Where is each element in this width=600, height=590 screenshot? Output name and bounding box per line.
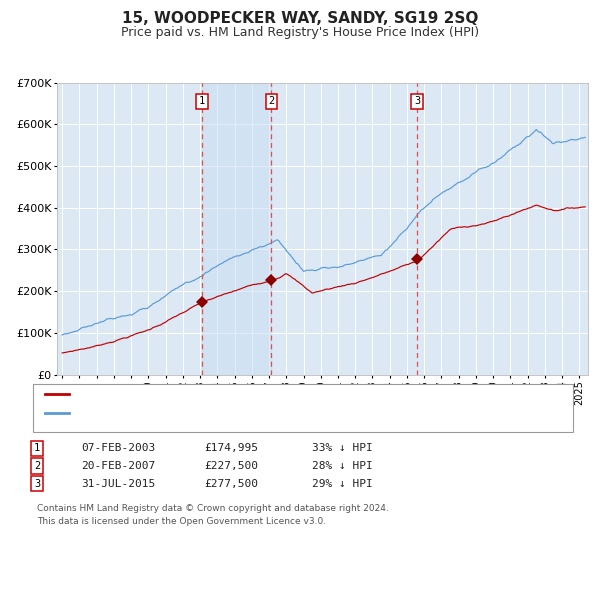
Text: HPI: Average price, detached house, Central Bedfordshire: HPI: Average price, detached house, Cent… xyxy=(73,408,374,418)
Text: £174,995: £174,995 xyxy=(204,444,258,453)
Text: Price paid vs. HM Land Registry's House Price Index (HPI): Price paid vs. HM Land Registry's House … xyxy=(121,26,479,39)
Text: 1: 1 xyxy=(199,96,205,106)
Text: 28% ↓ HPI: 28% ↓ HPI xyxy=(312,461,373,471)
Text: 1: 1 xyxy=(34,444,40,453)
Text: 2: 2 xyxy=(268,96,275,106)
Text: Contains HM Land Registry data © Crown copyright and database right 2024.
This d: Contains HM Land Registry data © Crown c… xyxy=(37,504,389,526)
Text: £227,500: £227,500 xyxy=(204,461,258,471)
Text: 31-JUL-2015: 31-JUL-2015 xyxy=(81,479,155,489)
Text: 3: 3 xyxy=(414,96,420,106)
Text: 20-FEB-2007: 20-FEB-2007 xyxy=(81,461,155,471)
Text: 07-FEB-2003: 07-FEB-2003 xyxy=(81,444,155,453)
Text: £277,500: £277,500 xyxy=(204,479,258,489)
Text: 2: 2 xyxy=(34,461,40,471)
Text: 33% ↓ HPI: 33% ↓ HPI xyxy=(312,444,373,453)
Text: 15, WOODPECKER WAY, SANDY, SG19 2SQ: 15, WOODPECKER WAY, SANDY, SG19 2SQ xyxy=(122,11,478,27)
Text: 3: 3 xyxy=(34,479,40,489)
Text: 15, WOODPECKER WAY, SANDY, SG19 2SQ (detached house): 15, WOODPECKER WAY, SANDY, SG19 2SQ (det… xyxy=(73,389,390,399)
Bar xyxy=(202,83,271,375)
Text: 29% ↓ HPI: 29% ↓ HPI xyxy=(312,479,373,489)
